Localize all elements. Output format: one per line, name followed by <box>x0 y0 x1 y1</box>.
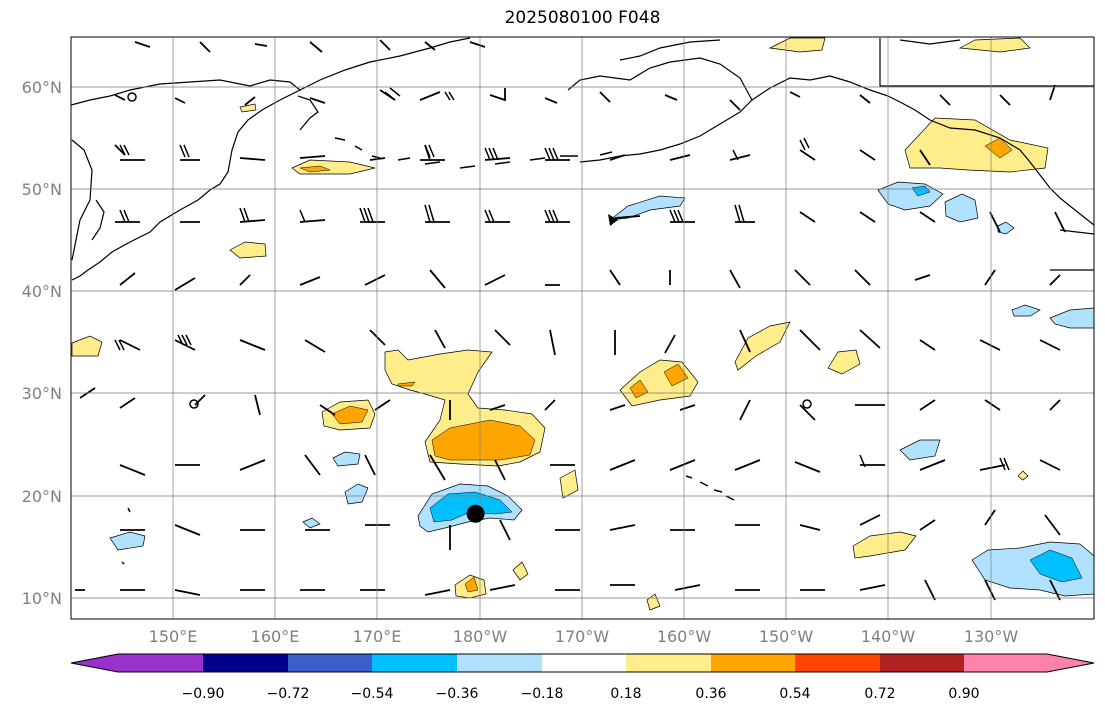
lon-label-160e: 160°E <box>251 627 300 646</box>
wind-barb-flags <box>114 87 1010 471</box>
wind-pennant <box>608 214 618 226</box>
colorbar-tick-9: 0.72 <box>864 686 895 702</box>
colorbar-tick-4: −0.36 <box>436 686 479 702</box>
lat-label-10: 10°N <box>22 589 62 608</box>
map-frame <box>70 36 1095 620</box>
map-plot-area <box>71 37 1094 619</box>
colorbar-bin-2 <box>203 654 288 672</box>
colorbar-extend-high <box>1047 654 1094 672</box>
colorbar-bin-1 <box>118 654 203 672</box>
lon-label-130w: 130°W <box>964 627 1019 646</box>
island-chains <box>121 137 735 565</box>
positive-anomaly-contours <box>71 37 1049 611</box>
colorbar-bin-11 <box>964 654 1047 672</box>
lat-label-40: 40°N <box>22 282 62 301</box>
wind-barbs <box>75 39 1066 601</box>
colorbar-bin-6 <box>542 654 626 672</box>
lat-label-60: 60°N <box>22 78 62 97</box>
strong-negative-anomaly-contours <box>429 185 1083 583</box>
lon-label-150e: 150°E <box>149 627 198 646</box>
colorbar-tick-8: 0.54 <box>779 686 810 702</box>
colorbar-bin-4 <box>372 654 457 672</box>
colorbar-tick-7: 0.36 <box>695 686 726 702</box>
wind-barb-calm-circles <box>127 92 812 409</box>
map-title: 2025080100 F048 <box>504 8 661 28</box>
lon-label-180w: 180°W <box>453 627 508 646</box>
lat-label-50: 50°N <box>22 180 62 199</box>
colorbar-tick-6: 0.18 <box>610 686 641 702</box>
colorbar-extend-low <box>71 654 118 672</box>
colorbar-bin-7 <box>626 654 711 672</box>
longitude-labels: 150°E 160°E 170°E 180°W 170°W 160°W 150°… <box>149 627 1019 646</box>
colorbar-bin-9 <box>795 654 880 672</box>
colorbar-tick-1: −0.90 <box>182 686 225 702</box>
strong-positive-anomaly-contours <box>299 137 1013 593</box>
colorbar-tick-5: −0.18 <box>521 686 564 702</box>
colorbar-tick-3: −0.54 <box>351 686 394 702</box>
colorbar-tick-2: −0.72 <box>267 686 310 702</box>
storm-center-marker <box>466 504 485 523</box>
colorbar-bin-10 <box>880 654 964 672</box>
colorbar-tick-10: 0.90 <box>948 686 979 702</box>
colorbar-outline <box>70 653 1095 673</box>
lon-label-160w: 160°W <box>657 627 712 646</box>
colorbar-bin-8 <box>711 654 795 672</box>
latitude-labels: 60°N 50°N 40°N 30°N 20°N 10°N <box>22 78 62 608</box>
graticule <box>71 37 1094 619</box>
lat-label-30: 30°N <box>22 384 62 403</box>
colorbar-bin-5 <box>457 654 542 672</box>
colorbar-bin-3 <box>288 654 372 672</box>
colorbar: −0.90 −0.72 −0.54 −0.36 −0.18 0.18 0.36 … <box>70 653 1095 702</box>
lon-label-150w: 150°W <box>759 627 814 646</box>
lon-label-140w: 140°W <box>861 627 916 646</box>
lon-label-170w: 170°W <box>555 627 610 646</box>
lat-label-20: 20°N <box>22 487 62 506</box>
lon-label-170e: 170°E <box>353 627 402 646</box>
coastlines <box>71 37 1094 281</box>
